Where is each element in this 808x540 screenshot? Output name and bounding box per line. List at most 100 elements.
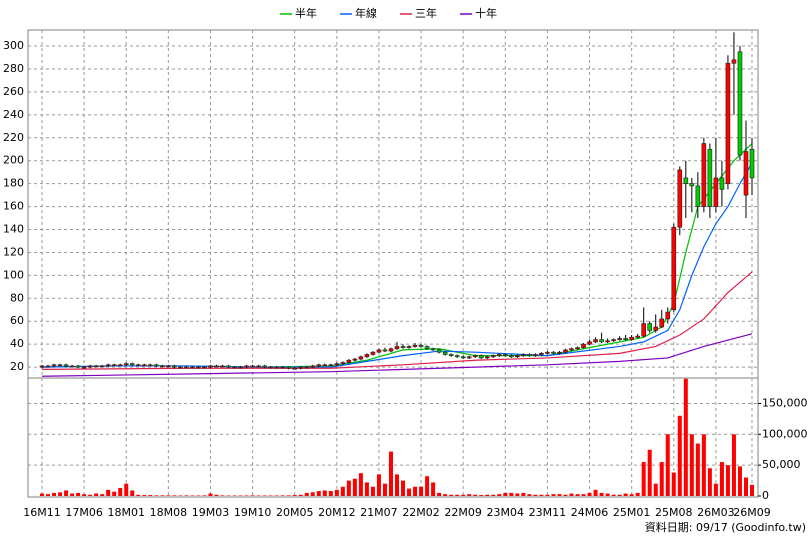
candle-body	[166, 365, 171, 368]
volume-bar	[364, 482, 369, 496]
candle-body	[244, 365, 249, 368]
x-tick-label: 22M09	[444, 506, 482, 519]
candle-body	[515, 355, 520, 358]
volume-bar	[160, 495, 165, 496]
volume-bar	[82, 494, 87, 496]
volume-bar	[64, 490, 69, 496]
candle-body	[75, 365, 81, 368]
candle-body	[587, 341, 592, 345]
volume-bar	[280, 495, 285, 496]
volume-bar	[569, 493, 574, 496]
candle-body	[322, 364, 328, 367]
volume-bar	[707, 468, 712, 496]
volume-bar	[593, 489, 598, 496]
volume-bar	[689, 434, 694, 496]
volume-bar	[563, 494, 568, 496]
candle-body	[111, 364, 117, 367]
legend-label: 年線	[355, 6, 377, 20]
candle-body	[629, 336, 634, 340]
candle-body	[178, 366, 183, 369]
candle-body	[448, 354, 454, 356]
volume-bar	[100, 494, 105, 496]
volume-bar	[250, 495, 255, 496]
volume-bar	[58, 492, 63, 496]
candle-body	[563, 349, 568, 353]
y-tick-label: 100	[3, 268, 24, 281]
volume-bar	[172, 495, 177, 496]
volume-bar	[94, 493, 99, 496]
volume-bar	[431, 482, 436, 496]
candle-body	[123, 363, 129, 366]
volume-bar	[322, 490, 327, 496]
volume-bar	[166, 495, 171, 496]
volume-bar	[551, 494, 556, 496]
y-tick-label: 20	[10, 360, 24, 373]
volume-bar	[76, 492, 81, 496]
volume-bar	[641, 462, 646, 496]
candle-body	[382, 349, 388, 352]
candle-body	[190, 366, 195, 369]
volume-bar	[665, 434, 670, 496]
volume-bar	[316, 491, 321, 496]
volume-tick-label: 0	[762, 489, 769, 502]
volume-bar	[443, 494, 448, 496]
candle-body	[454, 355, 460, 358]
volume-bar	[647, 449, 652, 496]
candle-body	[509, 355, 514, 358]
y-tick-label: 200	[3, 154, 24, 167]
volume-bar	[425, 476, 430, 496]
volume-tick-label: 100,000	[762, 427, 808, 440]
volume-bar	[539, 494, 544, 496]
candle-body	[713, 177, 719, 207]
volume-bar	[485, 494, 490, 496]
volume-bar	[52, 492, 57, 496]
candle-body	[412, 345, 418, 347]
x-tick-label: 23M11	[529, 506, 567, 519]
candle-body	[725, 62, 731, 184]
candle-body	[87, 365, 93, 368]
volume-bar	[130, 490, 135, 496]
candle-body	[160, 365, 165, 368]
candle-body	[352, 358, 358, 361]
volume-bar	[358, 473, 363, 496]
volume-bar	[581, 494, 586, 496]
volume-bar	[395, 474, 399, 496]
x-tick-label: 20M12	[318, 506, 356, 519]
y-tick-label: 140	[3, 223, 24, 236]
candle-body	[418, 345, 424, 347]
candle-body	[406, 346, 412, 348]
volume-bar	[611, 494, 616, 496]
candle-body	[496, 354, 502, 356]
volume-bar	[304, 492, 309, 496]
volume-bar	[154, 495, 159, 496]
volume-bar	[473, 494, 478, 496]
candle-body	[298, 366, 304, 369]
candle-body	[310, 365, 316, 368]
price-panel	[27, 29, 759, 379]
volume-bar	[635, 492, 640, 496]
candle-body	[202, 366, 207, 369]
volume-bar	[545, 494, 550, 496]
candle-body	[394, 346, 400, 350]
candle-body	[340, 362, 346, 364]
candle-body	[141, 364, 147, 367]
y-tick-label: 160	[3, 200, 24, 213]
candle-body	[665, 311, 671, 320]
volume-bar	[352, 478, 357, 496]
volume-bar	[214, 494, 219, 496]
x-tick-label: 26M09	[733, 506, 771, 519]
candle-body	[129, 363, 135, 366]
volume-bar	[725, 465, 730, 496]
x-tick-label: 22M02	[402, 506, 440, 519]
volume-bar	[605, 493, 610, 496]
ma-line	[41, 333, 753, 377]
y-tick-label: 40	[10, 337, 24, 350]
x-tick-label: 24M06	[571, 506, 609, 519]
candle-body	[286, 366, 291, 369]
candle-body	[304, 366, 310, 369]
candle-body	[659, 318, 665, 328]
candle-body	[208, 365, 213, 368]
candle-body	[292, 367, 298, 370]
